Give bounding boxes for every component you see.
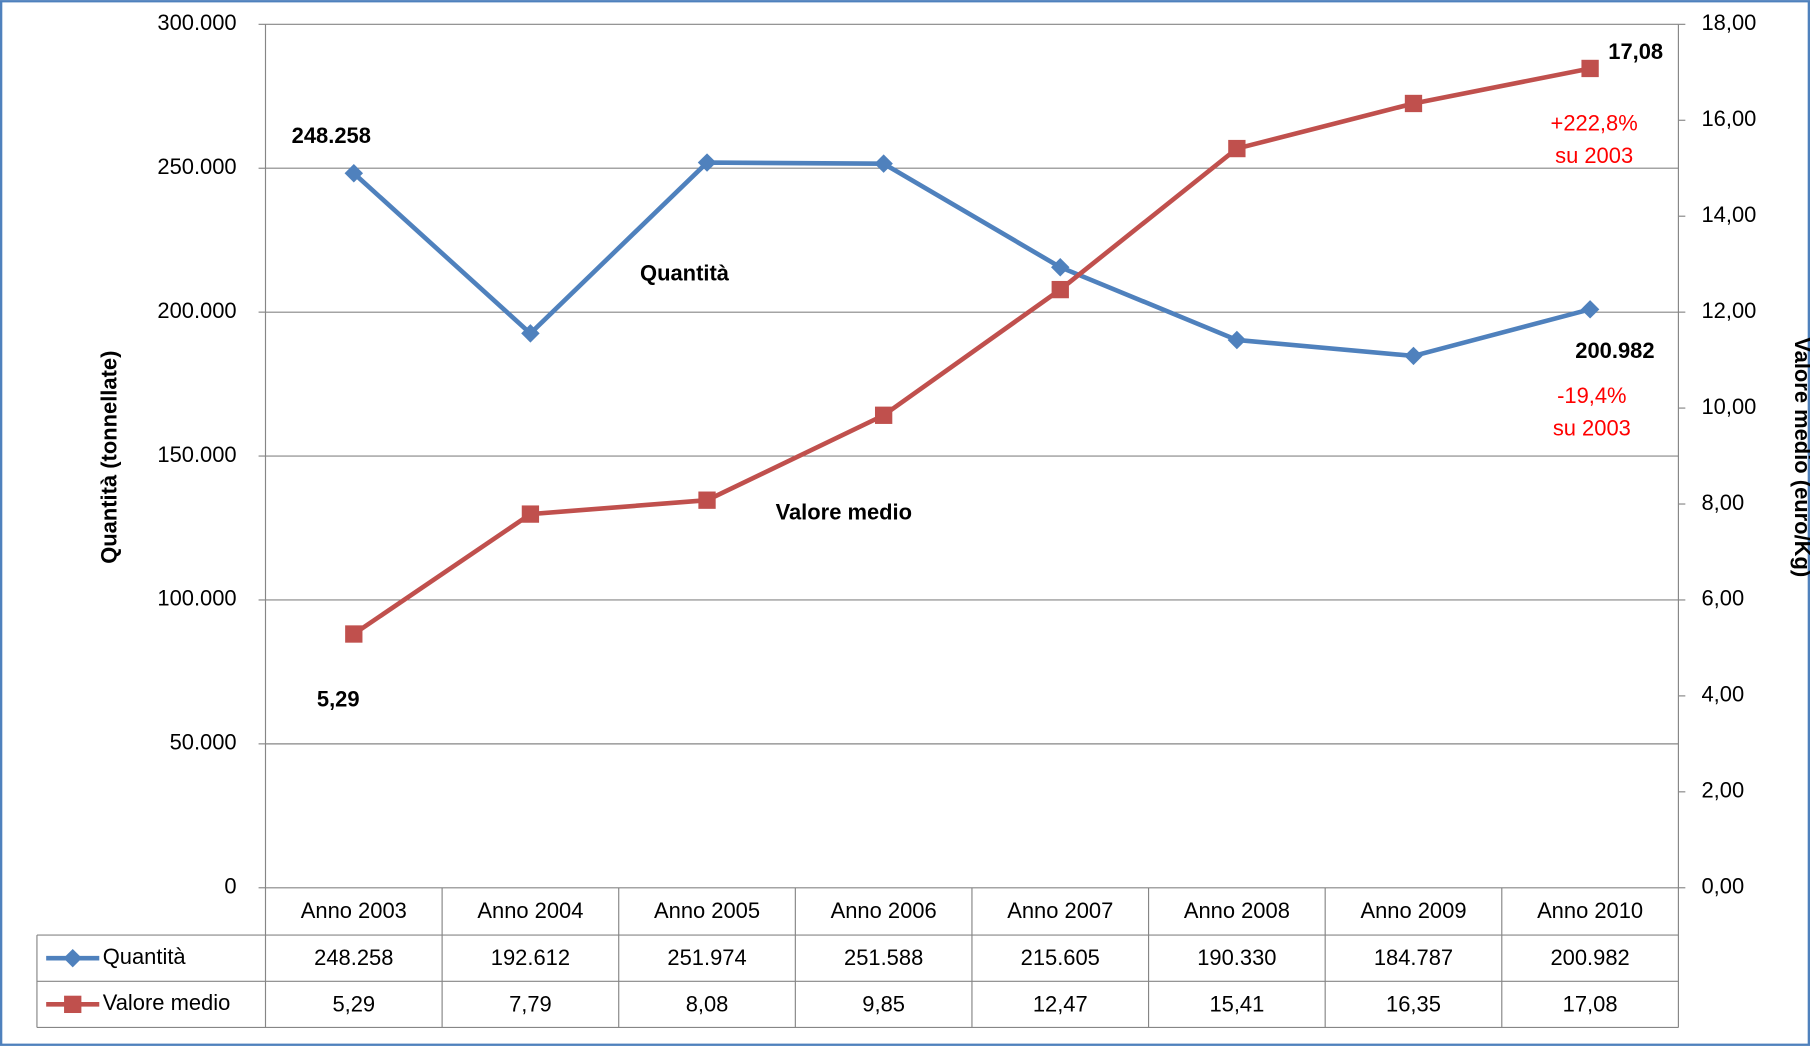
data-label: 5,29 bbox=[317, 687, 360, 712]
table-cell: 5,29 bbox=[332, 991, 375, 1016]
y-tick-label: 100.000 bbox=[157, 586, 236, 611]
y-tick-label: 0 bbox=[224, 874, 236, 899]
table-cell: 15,41 bbox=[1209, 991, 1264, 1016]
annotation: Quantità bbox=[640, 261, 730, 286]
annotation: +222,8% bbox=[1551, 111, 1638, 136]
table-cell: 184.787 bbox=[1374, 945, 1453, 970]
point bbox=[1404, 346, 1423, 366]
point bbox=[1228, 139, 1246, 158]
y2-tick-label: 0,00 bbox=[1701, 874, 1744, 899]
table-cell: 251.588 bbox=[844, 945, 923, 970]
legend-marker bbox=[63, 948, 82, 968]
point bbox=[874, 406, 893, 424]
table-cell: 192.612 bbox=[491, 945, 570, 970]
y2-tick-label: 4,00 bbox=[1701, 682, 1744, 707]
data-label: 200.982 bbox=[1575, 338, 1654, 363]
series-line bbox=[352, 66, 1591, 636]
series-line bbox=[352, 160, 1591, 359]
x-tick-label: Anno 2006 bbox=[831, 898, 937, 923]
x-tick-label: Anno 2008 bbox=[1184, 898, 1290, 923]
y2-tick-label: 6,00 bbox=[1701, 586, 1744, 611]
table-cell: 9,85 bbox=[862, 991, 905, 1016]
point bbox=[1404, 94, 1423, 113]
point bbox=[1051, 280, 1069, 299]
point bbox=[698, 491, 716, 509]
point bbox=[697, 153, 717, 172]
table-cell: 7,79 bbox=[509, 991, 552, 1016]
point bbox=[1581, 59, 1599, 78]
x-tick-label: Anno 2005 bbox=[654, 898, 760, 923]
point bbox=[521, 505, 540, 523]
y-axis-title: Quantità (tonnellate) bbox=[97, 351, 122, 564]
data-label: 248.258 bbox=[292, 123, 371, 148]
y2-tick-label: 12,00 bbox=[1701, 298, 1756, 323]
y-tick-label: 250.000 bbox=[157, 154, 236, 179]
y-tick-label: 300.000 bbox=[157, 10, 236, 35]
legend-label: Quantità bbox=[103, 944, 187, 969]
table-cell: 190.330 bbox=[1197, 945, 1276, 970]
table-cell: 251.974 bbox=[667, 945, 746, 970]
point bbox=[874, 154, 893, 173]
x-tick-label: Anno 2010 bbox=[1537, 898, 1643, 923]
x-tick-label: Anno 2009 bbox=[1360, 898, 1466, 923]
table-cell: 200.982 bbox=[1550, 945, 1629, 970]
point bbox=[1580, 300, 1600, 319]
annotation: -19,4% bbox=[1557, 383, 1626, 408]
annotation: su 2003 bbox=[1555, 143, 1633, 168]
table-cell: 248.258 bbox=[314, 945, 393, 970]
table-cell: 16,35 bbox=[1386, 991, 1441, 1016]
legend-label: Valore medio bbox=[103, 990, 231, 1015]
x-tick-label: Anno 2004 bbox=[477, 898, 583, 923]
x-tick-label: Anno 2003 bbox=[301, 898, 407, 923]
y2-axis-title: Valore medio (euro/Kg) bbox=[1790, 337, 1810, 577]
table-cell: 215.605 bbox=[1021, 945, 1100, 970]
y-tick-label: 150.000 bbox=[157, 442, 236, 467]
y2-tick-label: 16,00 bbox=[1701, 106, 1756, 131]
table-cell: 12,47 bbox=[1033, 991, 1088, 1016]
legend-marker bbox=[64, 995, 82, 1014]
y2-tick-label: 18,00 bbox=[1701, 10, 1756, 35]
y2-tick-label: 2,00 bbox=[1701, 778, 1744, 803]
x-tick-label: Anno 2007 bbox=[1007, 898, 1113, 923]
table-cell: 8,08 bbox=[686, 991, 729, 1016]
point bbox=[521, 324, 540, 343]
point bbox=[345, 625, 363, 643]
table-cell: 17,08 bbox=[1563, 991, 1618, 1016]
y-tick-label: 50.000 bbox=[170, 730, 237, 755]
y2-tick-label: 8,00 bbox=[1701, 490, 1744, 515]
annotation: Valore medio bbox=[776, 500, 912, 525]
annotation: su 2003 bbox=[1553, 415, 1631, 440]
data-label: 17,08 bbox=[1608, 39, 1663, 64]
y2-tick-label: 10,00 bbox=[1701, 394, 1756, 419]
y2-tick-label: 14,00 bbox=[1701, 202, 1756, 227]
y-tick-label: 200.000 bbox=[157, 298, 236, 323]
